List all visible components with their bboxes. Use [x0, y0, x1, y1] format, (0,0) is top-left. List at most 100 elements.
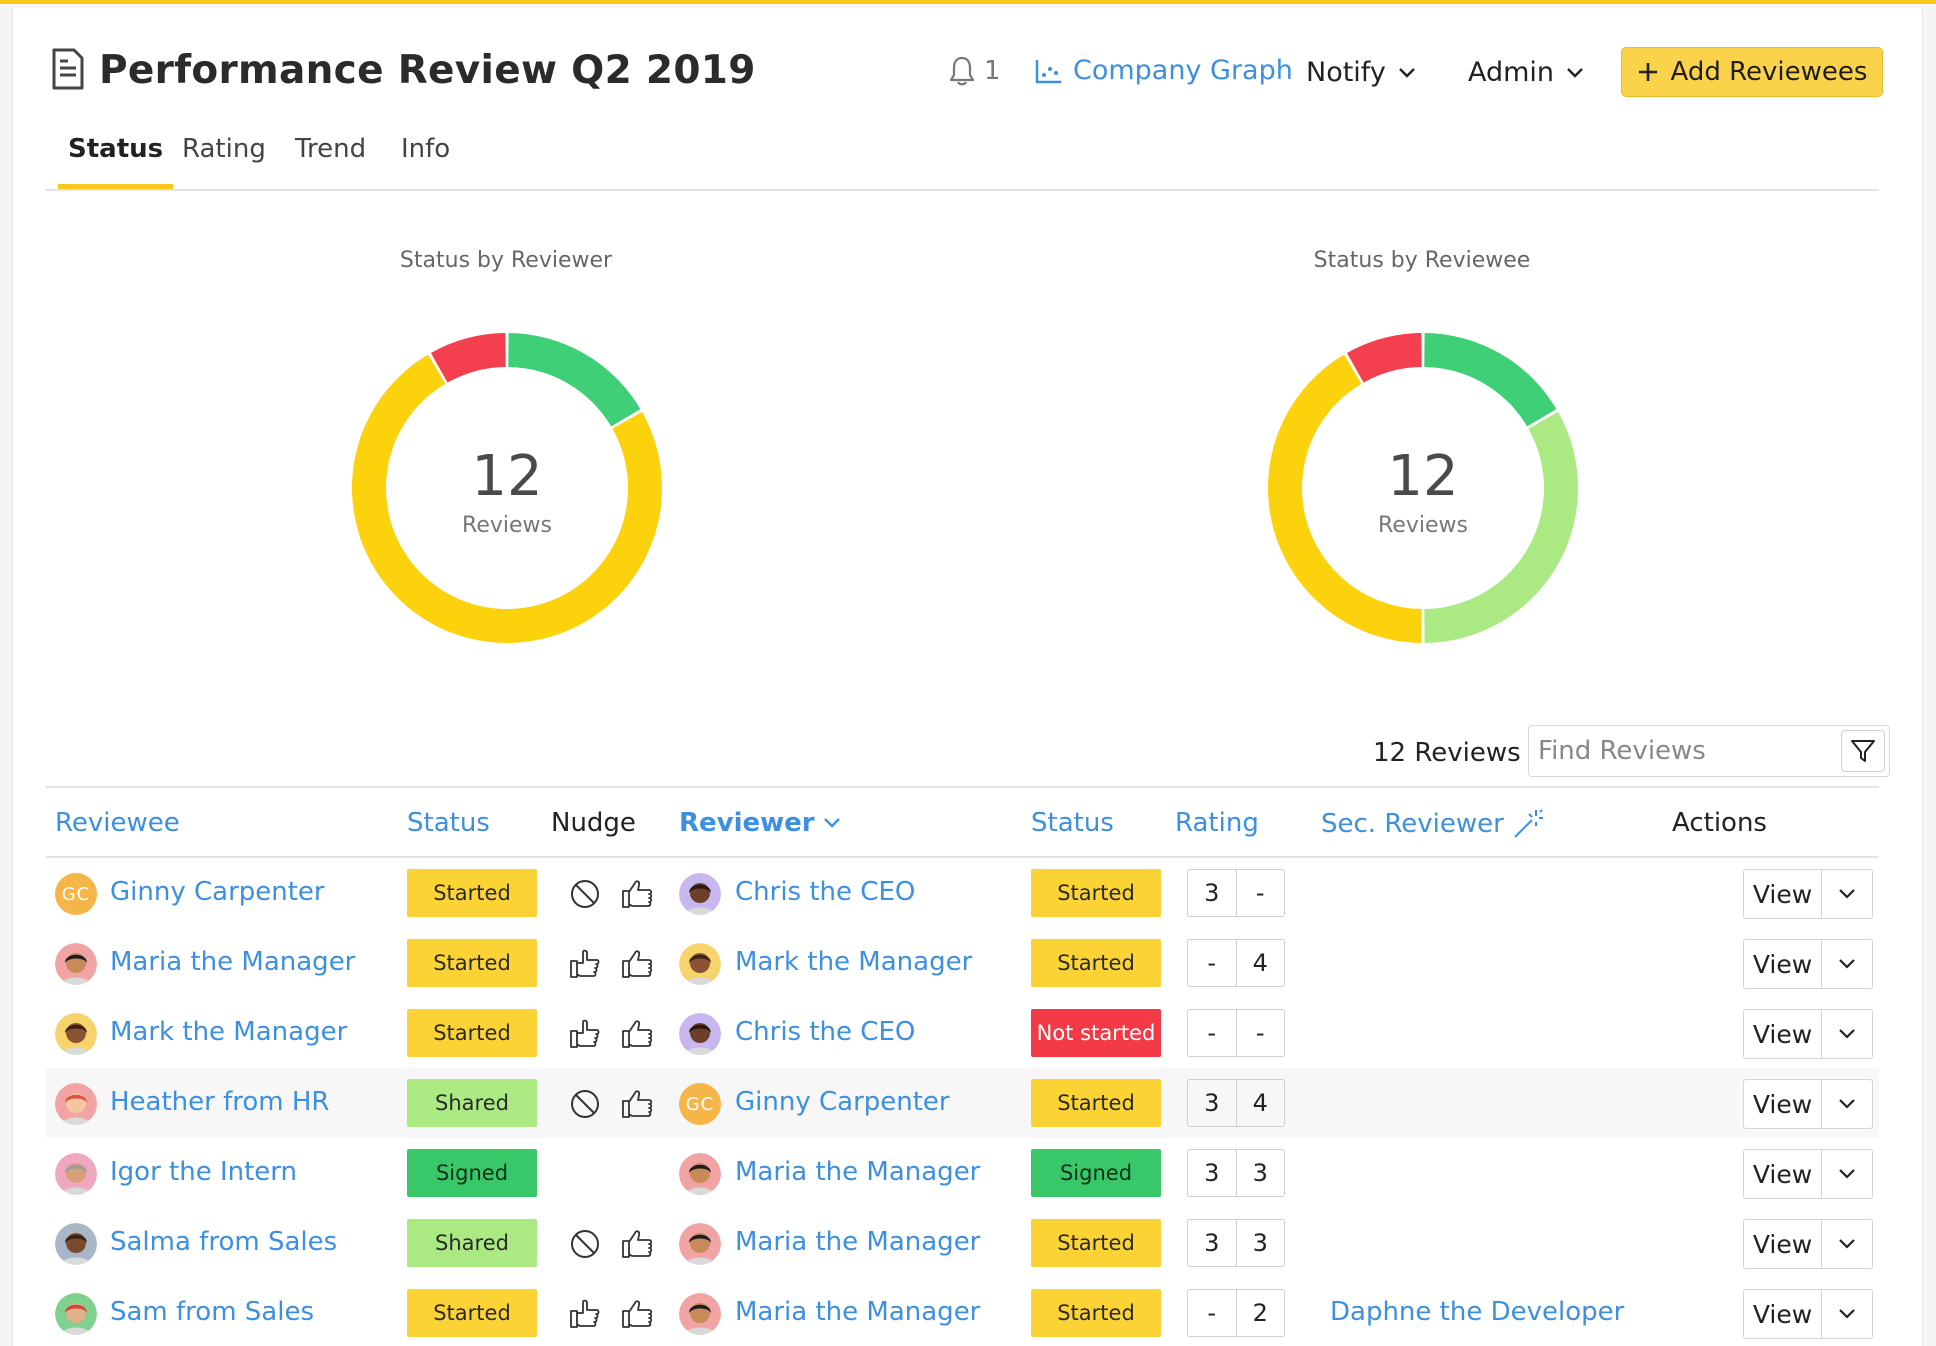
avatar — [55, 943, 97, 985]
view-options-dropdown[interactable] — [1822, 1010, 1872, 1058]
plus-icon — [1638, 63, 1657, 81]
col-actions: Actions — [1672, 808, 1767, 838]
rating-cell: -- — [1187, 1009, 1285, 1057]
nudge-point-icon[interactable] — [568, 1017, 602, 1051]
reviewee-status-badge: Shared — [407, 1219, 537, 1267]
reviewee-name[interactable]: Igor the Intern — [110, 1157, 298, 1187]
nudge-blocked-icon[interactable] — [568, 1227, 602, 1261]
view-options-dropdown[interactable] — [1822, 1080, 1872, 1128]
reviewee-name[interactable]: Sam from Sales — [110, 1297, 315, 1327]
avatar — [679, 1293, 721, 1335]
secondary-rating: 3 — [1252, 1159, 1268, 1187]
view-options-dropdown[interactable] — [1822, 1220, 1872, 1268]
company-graph-link[interactable]: Company Graph — [1035, 55, 1293, 86]
primary-rating: - — [1188, 940, 1237, 986]
admin-label: Admin — [1468, 57, 1555, 88]
find-reviews-input[interactable] — [1529, 727, 1829, 775]
reviewer-name[interactable]: Ginny Carpenter — [735, 1087, 950, 1117]
reviewee-status-badge: Started — [407, 869, 537, 917]
sec-reviewer-name[interactable]: Daphne the Developer — [1330, 1297, 1625, 1327]
reviewer-status-badge: Started — [1031, 939, 1161, 987]
thumbs-up-icon[interactable] — [620, 1087, 654, 1121]
table-row: Heather from HR Shared GC Ginny Carpenter St… — [46, 1068, 1879, 1138]
chevron-down-icon — [1567, 67, 1583, 78]
reviewer-name[interactable]: Maria the Manager — [735, 1157, 981, 1187]
nudge-point-icon[interactable] — [568, 1297, 602, 1331]
reviewee-status-badge: Started — [407, 1289, 537, 1337]
chevron-down-icon — [1839, 1309, 1855, 1319]
nudge-point-icon[interactable] — [568, 947, 602, 981]
reviewee-name[interactable]: Maria the Manager — [110, 947, 356, 977]
admin-dropdown[interactable]: Admin — [1468, 57, 1584, 88]
view-button[interactable]: View — [1744, 1080, 1822, 1128]
filter-button[interactable] — [1841, 730, 1885, 772]
primary-rating: - — [1188, 1010, 1237, 1056]
avatar — [679, 1223, 721, 1265]
reviewer-name[interactable]: Chris the CEO — [735, 877, 916, 907]
find-reviews-search — [1528, 725, 1890, 777]
notifications-button[interactable]: 1 — [948, 55, 1001, 87]
view-button[interactable]: View — [1744, 1010, 1822, 1058]
thumbs-up-icon[interactable] — [620, 877, 654, 911]
thumbs-up-icon[interactable] — [620, 1297, 654, 1331]
secondary-rating: - — [1255, 879, 1265, 907]
add-reviewees-button[interactable]: Add Reviewees — [1621, 47, 1883, 97]
view-action-group: View — [1743, 1079, 1873, 1129]
notification-count: 1 — [984, 56, 1001, 86]
thumbs-up-icon[interactable] — [620, 1227, 654, 1261]
nudge-blocked-icon[interactable] — [568, 1087, 602, 1121]
col-sec-reviewer[interactable]: Sec. Reviewer — [1321, 808, 1544, 840]
col-reviewer[interactable]: Reviewer — [679, 808, 841, 838]
col-rating[interactable]: Rating — [1175, 808, 1259, 838]
secondary-rating: 4 — [1252, 1089, 1268, 1117]
view-options-dropdown[interactable] — [1822, 940, 1872, 988]
view-options-dropdown[interactable] — [1822, 1150, 1872, 1198]
reviewee-total: 12 — [1387, 444, 1458, 509]
view-button[interactable]: View — [1744, 1290, 1822, 1338]
view-button[interactable]: View — [1744, 870, 1822, 918]
secondary-rating: 2 — [1252, 1299, 1268, 1327]
magic-wand-icon[interactable] — [1512, 808, 1544, 840]
review-card: Performance Review Q2 2019 1 Company Gra… — [12, 8, 1923, 1346]
view-button[interactable]: View — [1744, 1150, 1822, 1198]
view-action-group: View — [1743, 1219, 1873, 1269]
reviewer-name[interactable]: Chris the CEO — [735, 1017, 916, 1047]
col-nudge: Nudge — [551, 808, 636, 838]
table-row: Maria the Manager Started Mark the Manager… — [46, 928, 1879, 998]
status-by-reviewee-chart: 12 Reviews — [1268, 333, 1578, 643]
view-options-dropdown[interactable] — [1822, 1290, 1872, 1338]
view-button[interactable]: View — [1744, 1220, 1822, 1268]
nudge-blocked-icon[interactable] — [568, 877, 602, 911]
tab-rating[interactable]: Rating — [182, 134, 266, 164]
reviewer-total-unit: Reviews — [462, 513, 552, 538]
reviews-table: Reviewee Status Nudge Reviewer Status Ra… — [46, 786, 1879, 1346]
tab-trend[interactable]: Trend — [295, 134, 367, 164]
reviewer-name[interactable]: Maria the Manager — [735, 1227, 981, 1257]
view-action-group: View — [1743, 1009, 1873, 1059]
thumbs-up-icon[interactable] — [620, 947, 654, 981]
donut-slice-not-started — [1346, 333, 1422, 383]
reviewer-status-badge: Signed — [1031, 1149, 1161, 1197]
reviewee-name[interactable]: Ginny Carpenter — [110, 877, 325, 907]
notify-dropdown[interactable]: Notify — [1306, 57, 1416, 88]
col-status[interactable]: Status — [407, 808, 490, 838]
view-button[interactable]: View — [1744, 940, 1822, 988]
tab-status[interactable]: Status — [58, 134, 174, 189]
reviewee-name[interactable]: Salma from Sales — [110, 1227, 338, 1257]
reviewee-name[interactable]: Mark the Manager — [110, 1017, 348, 1047]
reviewer-status-badge: Started — [1031, 1219, 1161, 1267]
view-action-group: View — [1743, 939, 1873, 989]
thumbs-up-icon[interactable] — [620, 1017, 654, 1051]
view-options-dropdown[interactable] — [1822, 870, 1872, 918]
tab-info[interactable]: Info — [401, 134, 451, 164]
reviewer-name[interactable]: Mark the Manager — [735, 947, 973, 977]
tab-bar: Status Rating Trend Info — [46, 128, 1879, 191]
avatar: GC — [679, 1083, 721, 1125]
avatar — [679, 943, 721, 985]
col-reviewee[interactable]: Reviewee — [55, 808, 180, 838]
reviewee-name[interactable]: Heather from HR — [110, 1087, 330, 1117]
col-reviewer-status[interactable]: Status — [1031, 808, 1114, 838]
reviewer-name[interactable]: Maria the Manager — [735, 1297, 981, 1327]
reviewee-status-badge: Started — [407, 939, 537, 987]
